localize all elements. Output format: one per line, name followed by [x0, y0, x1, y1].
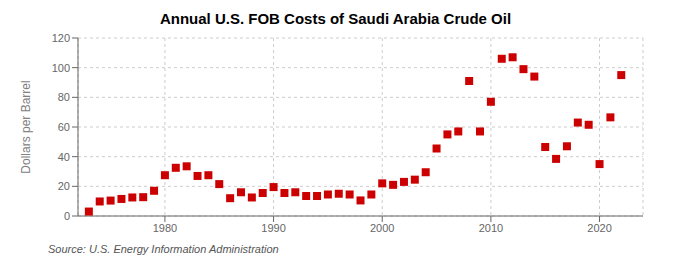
svg-text:40: 40	[58, 151, 70, 163]
svg-text:1980: 1980	[153, 222, 177, 234]
svg-text:100: 100	[52, 62, 70, 74]
html-text:Source: U.S. Energy Informatio: Source: U.S. Energy Information Administ…	[48, 243, 279, 255]
svg-text:120: 120	[52, 32, 70, 44]
html-text:Annual U.S. FOB Costs of Saudi: Annual U.S. FOB Costs of Saudi Arabia Cr…	[159, 10, 512, 27]
svg-text:60: 60	[58, 121, 70, 133]
svg-text:1990: 1990	[261, 222, 285, 234]
svg-text:2010: 2010	[479, 222, 503, 234]
svg-text:2000: 2000	[370, 222, 394, 234]
svg-text:80: 80	[58, 91, 70, 103]
svg-text:Dollars per Barrel: Dollars per Barrel	[19, 80, 33, 173]
svg-text:0: 0	[64, 210, 70, 222]
svg-text:2020: 2020	[587, 222, 611, 234]
svg-text:20: 20	[58, 180, 70, 192]
